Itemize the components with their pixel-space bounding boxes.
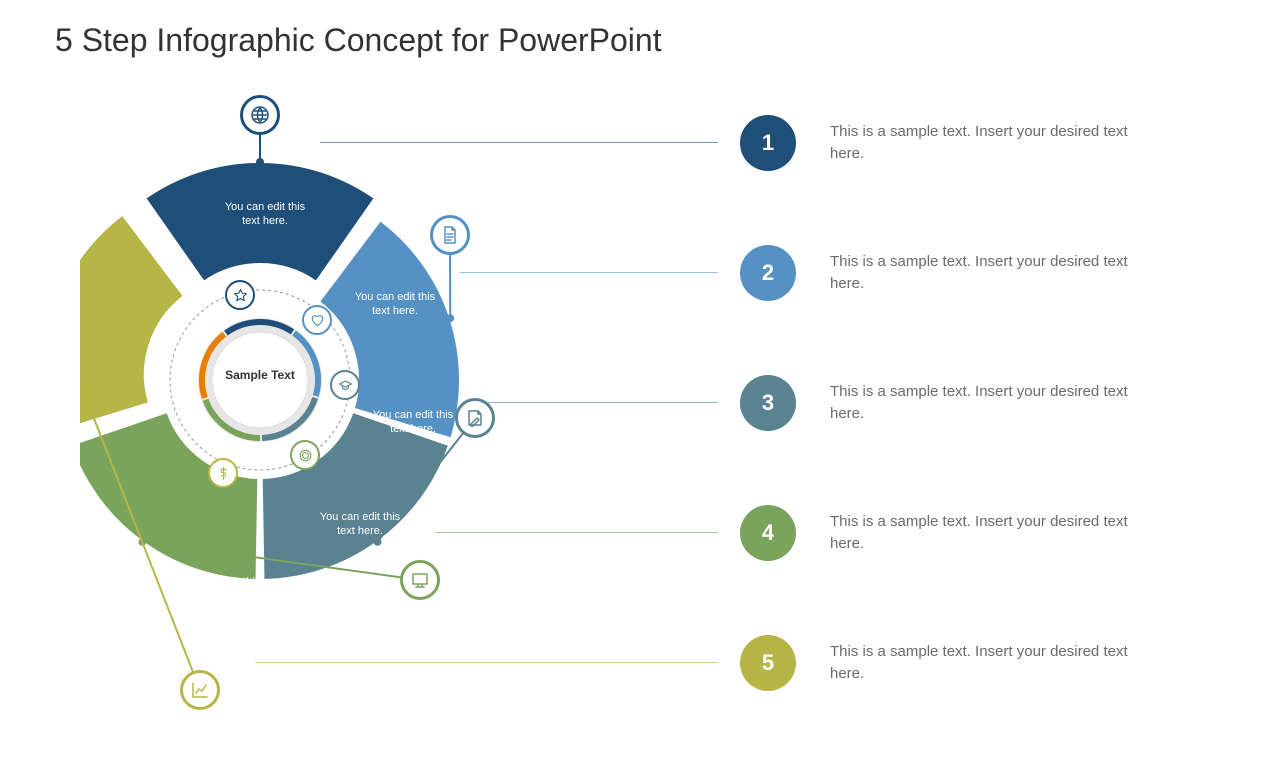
- leader-line-1: [320, 142, 718, 143]
- edit-icon: [455, 398, 495, 438]
- step-row-4: 4 This is a sample text. Insert your desi…: [740, 505, 1220, 561]
- circle-icon: [290, 440, 320, 470]
- leader-line-2: [460, 272, 718, 273]
- step-row-3: 3 This is a sample text. Insert your desi…: [740, 375, 1220, 431]
- document-icon: [430, 215, 470, 255]
- step-text-5: This is a sample text. Insert your desir…: [830, 641, 1150, 686]
- step-text-3: This is a sample text. Insert your desir…: [830, 381, 1150, 426]
- step-number-1: 1: [740, 115, 796, 171]
- segment-label-3: You can edit this text here.: [368, 408, 458, 437]
- step-text-4: This is a sample text. Insert your desir…: [830, 511, 1150, 556]
- step-text-2: This is a sample text. Insert your desir…: [830, 251, 1150, 296]
- step-number-5: 5: [740, 635, 796, 691]
- grad-icon: [330, 370, 360, 400]
- leader-line-3: [488, 402, 718, 403]
- star-icon: [225, 280, 255, 310]
- step-number-4: 4: [740, 505, 796, 561]
- segment-label-1: You can edit this text here.: [220, 200, 310, 229]
- step-text-1: This is a sample text. Insert your desir…: [830, 121, 1150, 166]
- step-row-2: 2 This is a sample text. Insert your desi…: [740, 245, 1220, 301]
- steps-list: 1 This is a sample text. Insert your desi…: [740, 115, 1220, 765]
- chart-icon: [180, 670, 220, 710]
- segment-label-5: You can edit this text here.: [175, 575, 265, 604]
- diagram-svg: [80, 80, 580, 720]
- leader-line-4: [435, 532, 718, 533]
- screen-icon: [400, 560, 440, 600]
- segment-label-2: You can edit this text here.: [350, 290, 440, 319]
- dollar-icon: [208, 458, 238, 488]
- heart-icon: [302, 305, 332, 335]
- page-title: 5 Step Infographic Concept for PowerPoin…: [55, 22, 662, 59]
- segment-label-4: You can edit this text here.: [315, 510, 405, 539]
- leader-line-5: [255, 662, 718, 663]
- step-row-5: 5 This is a sample text. Insert your desi…: [740, 635, 1220, 691]
- center-label: Sample Text: [225, 368, 295, 382]
- circular-diagram: You can edit this text here. You can edit…: [80, 80, 580, 710]
- globe-icon: [240, 95, 280, 135]
- step-row-1: 1 This is a sample text. Insert your desi…: [740, 115, 1220, 171]
- step-number-3: 3: [740, 375, 796, 431]
- step-number-2: 2: [740, 245, 796, 301]
